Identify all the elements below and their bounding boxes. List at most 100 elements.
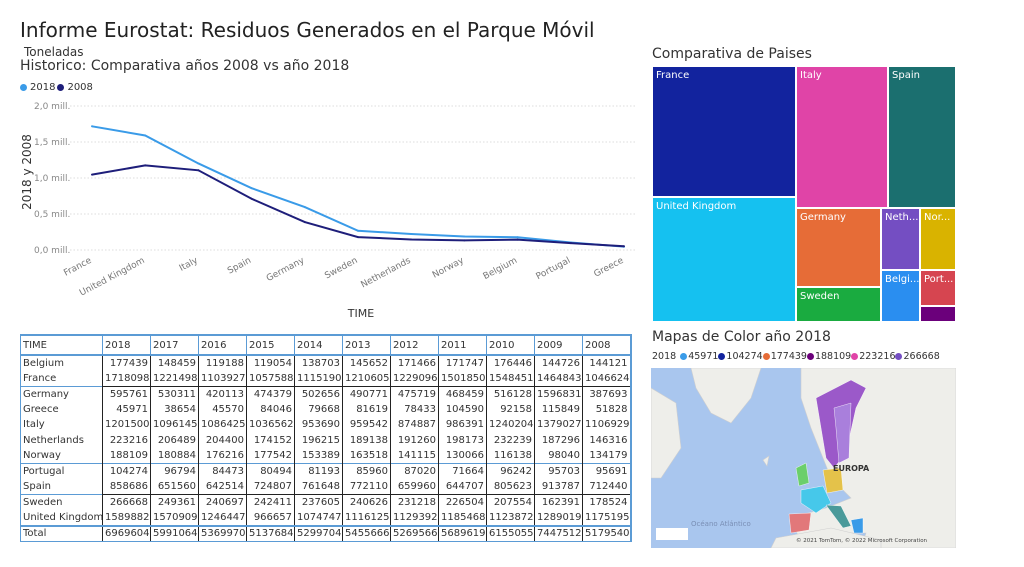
legend-value: 104274	[726, 351, 763, 362]
data-point-2008[interactable]	[623, 245, 625, 248]
column-header[interactable]: 2018	[102, 334, 151, 356]
data-point-2008[interactable]	[463, 239, 466, 242]
treemap-tile[interactable]: Spain	[888, 66, 956, 208]
cell-value: 95703	[534, 463, 583, 479]
cell-value: 1548451	[486, 370, 535, 386]
cell-value: 84473	[198, 463, 247, 479]
cell-value: 242411	[246, 494, 295, 510]
cell-value: 966657	[246, 510, 295, 526]
legend-2008-label[interactable]: 2008	[67, 82, 93, 93]
column-header[interactable]: 2011	[438, 334, 487, 356]
treemap-tile[interactable]: Port...	[920, 270, 956, 306]
cell-value: 7447512	[534, 524, 583, 542]
germany-shape	[822, 467, 844, 494]
x-tick-label: Germany	[265, 256, 307, 285]
data-point-2008[interactable]	[144, 164, 147, 167]
cell-value: 178524	[582, 494, 631, 510]
cell-value: 240697	[198, 494, 247, 510]
cell-value: 1570909	[150, 510, 199, 526]
treemap-tile[interactable]: Neth...	[881, 208, 920, 270]
cell-value: 115849	[534, 401, 583, 417]
cell-value: 761648	[294, 479, 343, 495]
table-row: France 1718098 1221498 1103927 1057588 111519…	[21, 370, 631, 386]
cell-value: 45570	[198, 401, 247, 417]
y-tick-label: 0,5 mill.	[34, 210, 70, 220]
map-legend-item[interactable]: 188109	[806, 351, 851, 362]
data-point-2018[interactable]	[91, 125, 93, 128]
data-point-2008[interactable]	[410, 238, 413, 241]
map-attribution: © 2021 TomTom, © 2022 Microsoft Corporat…	[796, 537, 928, 544]
cell-value: 148459	[150, 355, 199, 371]
map-legend-item[interactable]: 45971	[680, 351, 718, 362]
column-header[interactable]: 2017	[150, 334, 199, 356]
filled-map[interactable]: EUROPA Océano Atlántico © 2021 TomTom, ©…	[651, 368, 956, 548]
y-tick-label: 1,0 mill.	[34, 174, 70, 184]
x-tick-label: France	[62, 256, 94, 279]
table-row: Netherlands 223216 206489 204400 174152 19621…	[21, 432, 631, 448]
legend-2018-marker	[20, 84, 27, 91]
column-header[interactable]: 2009	[534, 334, 583, 356]
treemap-tile[interactable]: Italy	[796, 66, 888, 208]
data-point-2008[interactable]	[197, 169, 200, 172]
column-header[interactable]: TIME	[20, 334, 103, 356]
line-chart-title: Historico: Comparativa años 2008 vs año …	[20, 58, 350, 74]
data-point-2008[interactable]	[569, 242, 572, 245]
column-header[interactable]: 2008	[582, 334, 631, 356]
column-header[interactable]: 2012	[390, 334, 439, 356]
cell-value: 712440	[582, 479, 631, 495]
data-point-2018[interactable]	[516, 236, 519, 239]
column-header[interactable]: 2014	[294, 334, 343, 356]
cell-value: 1057588	[246, 370, 295, 386]
map-legend-item[interactable]: 177439	[762, 351, 807, 362]
cell-value: 420113	[198, 385, 247, 402]
column-header[interactable]: 2016	[198, 334, 247, 356]
treemap-tile[interactable]: Belgi...	[881, 270, 920, 322]
treemap-tile[interactable]: United Kingdom	[652, 197, 796, 322]
cell-value: 1210605	[342, 370, 391, 386]
table-row: Norway 188109 180884 176216 177542 153389 1635…	[21, 448, 631, 464]
data-point-2008[interactable]	[91, 173, 93, 176]
column-header[interactable]: 2013	[342, 334, 391, 356]
x-axis-title: TIME	[347, 307, 374, 320]
column-header[interactable]: 2010	[486, 334, 535, 356]
cell-value: 163518	[342, 448, 391, 464]
map-legend-item[interactable]: 223216	[851, 351, 895, 362]
country-name: France	[23, 372, 57, 384]
column-header[interactable]: 2015	[246, 334, 295, 356]
cell-value: 138703	[294, 355, 343, 371]
data-point-2008[interactable]	[516, 238, 519, 241]
cell-value: 5689619	[438, 524, 487, 542]
treemap-tile[interactable]: Nor...	[920, 208, 956, 270]
cell-value: 502656	[294, 385, 343, 402]
cell-value: 191260	[390, 432, 439, 448]
treemap-tile[interactable]: France	[652, 66, 796, 197]
data-point-2008[interactable]	[357, 236, 359, 239]
cell-value: 237605	[294, 494, 343, 510]
cell-value: 1379027	[534, 417, 583, 433]
data-point-2018[interactable]	[357, 229, 359, 232]
data-point-2008[interactable]	[250, 197, 253, 200]
y-tick-label: 0,0 mill.	[34, 246, 70, 256]
data-point-2018[interactable]	[410, 232, 413, 235]
series-line-2018[interactable]	[91, 125, 625, 248]
cell-value: 1046624	[582, 370, 631, 386]
cell-value: 104590	[438, 401, 487, 417]
map-title: Mapas de Color año 2018	[652, 329, 831, 345]
cell-value: 805623	[486, 479, 535, 495]
data-point-2018[interactable]	[303, 206, 306, 209]
cell-value: 530311	[150, 385, 199, 402]
data-point-2018[interactable]	[144, 134, 147, 137]
data-point-2008[interactable]	[303, 221, 306, 224]
map-legend-item[interactable]: 266668	[895, 351, 940, 362]
map-legend-item[interactable]: 104274	[718, 351, 763, 362]
data-point-2018[interactable]	[197, 162, 200, 165]
cell-value: 1175195	[582, 510, 631, 526]
data-point-2018[interactable]	[250, 187, 253, 190]
treemap-tile[interactable]: Sweden	[796, 287, 881, 322]
cell-value: 231218	[390, 494, 439, 510]
treemap-tile[interactable]: Germany	[796, 208, 881, 287]
data-point-2018[interactable]	[463, 235, 466, 238]
cell-value: 1116125	[342, 510, 391, 526]
treemap-tile[interactable]	[920, 306, 956, 322]
legend-2018-label[interactable]: 2018	[30, 82, 56, 93]
